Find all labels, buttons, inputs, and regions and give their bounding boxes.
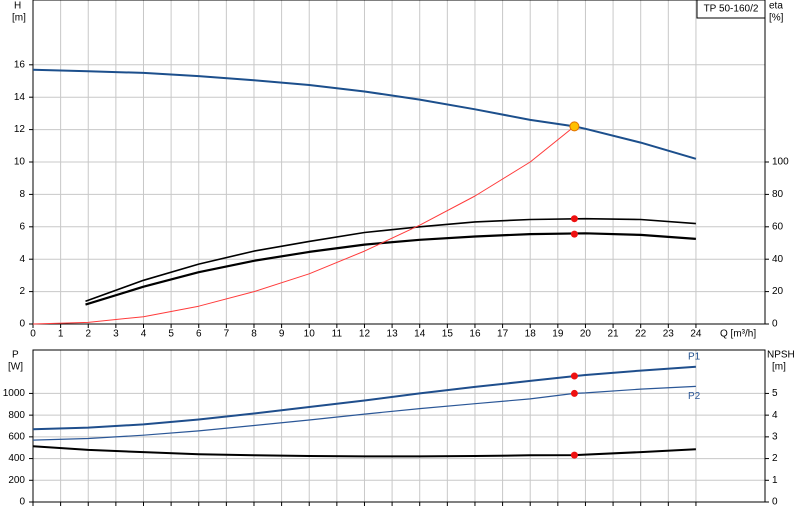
x-tick-label: 15: [442, 329, 454, 340]
chart-title: TP 50-160/2: [704, 4, 759, 15]
x-axis-label: Q [m³/h]: [720, 329, 756, 340]
y2-tick-label: 3: [772, 431, 778, 442]
duty-point: [570, 451, 578, 459]
y-tick-label: 8: [19, 189, 25, 200]
y-tick-label: 16: [14, 59, 26, 70]
duty-point: [570, 389, 578, 397]
plot-frame: [32, 0, 766, 325]
title-box: [696, 0, 766, 19]
x-tick-label: 5: [168, 329, 174, 340]
x-tick-label: 10: [304, 329, 316, 340]
x-tick-label: 1: [58, 329, 64, 340]
y-tick-label: 2: [19, 286, 25, 297]
x-tick-label: 3: [113, 329, 119, 340]
y2-tick-label: 100: [772, 157, 789, 168]
y-tick-label: 6: [19, 221, 25, 232]
x-tick-label: 20: [580, 329, 592, 340]
x-tick-label: 17: [497, 329, 509, 340]
x-tick-label: 11: [332, 329, 343, 340]
y2-tick-label: 60: [772, 221, 784, 232]
y2-tick-label: 2: [772, 453, 778, 464]
y2-axis-label: NPSH: [767, 350, 795, 361]
plot-frame: [32, 349, 766, 503]
duty-point: [570, 215, 578, 223]
y2-tick-label: 40: [772, 254, 784, 265]
series-label: P1: [688, 351, 701, 362]
y2-axis-label: eta: [769, 1, 783, 12]
y-tick-label: 0: [19, 319, 25, 330]
x-tick-label: 21: [608, 329, 620, 340]
y2-tick-label: 5: [772, 388, 778, 399]
series-line: [85, 232, 696, 306]
y2-tick-label: 0: [772, 497, 778, 508]
series-line: [32, 365, 696, 431]
series-line: [32, 68, 697, 160]
x-tick-label: 24: [690, 329, 702, 340]
series-line: [32, 385, 696, 441]
duty-point: [570, 230, 578, 238]
y-tick-label: 800: [8, 410, 25, 421]
y-tick-label: 4: [19, 254, 25, 265]
duty-point: [569, 121, 580, 132]
x-tick-label: 0: [30, 329, 36, 340]
y-tick-label: 600: [8, 431, 25, 442]
x-tick-label: 18: [525, 329, 537, 340]
y2-tick-label: 80: [772, 189, 784, 200]
y-axis-label: H: [14, 1, 21, 12]
y2-axis-unit: [%]: [769, 13, 784, 24]
plot-area: [33, 350, 765, 502]
series-line: [85, 217, 696, 303]
y-axis-unit: [m]: [12, 13, 26, 24]
series-label: P2: [688, 391, 701, 402]
y-tick-label: 1000: [3, 388, 26, 399]
x-tick-label: 8: [251, 329, 257, 340]
x-tick-label: 14: [414, 329, 426, 340]
y-tick-label: 0: [19, 497, 25, 508]
y-tick-label: 12: [14, 124, 26, 135]
x-tick-label: 19: [552, 329, 564, 340]
x-tick-label: 12: [359, 329, 371, 340]
y2-tick-label: 4: [772, 410, 778, 421]
x-tick-label: 16: [469, 329, 481, 340]
x-tick-label: 13: [387, 329, 399, 340]
x-tick-label: 7: [224, 329, 230, 340]
x-tick-label: 23: [663, 329, 675, 340]
y2-tick-label: 1: [772, 475, 778, 486]
y-tick-label: 14: [14, 92, 26, 103]
y2-axis-unit: [m]: [772, 362, 786, 373]
duty-point: [570, 372, 578, 380]
x-tick-label: 2: [85, 329, 91, 340]
y2-tick-label: 0: [772, 319, 778, 330]
series-line: [32, 126, 575, 325]
y-axis-unit: [W]: [8, 362, 23, 373]
x-tick-label: 4: [141, 329, 147, 340]
y-tick-label: 10: [14, 157, 26, 168]
y-axis-label: P: [12, 350, 19, 361]
x-tick-label: 22: [635, 329, 647, 340]
x-tick-label: 9: [279, 329, 285, 340]
y-tick-label: 400: [8, 453, 25, 464]
x-tick-label: 6: [196, 329, 202, 340]
y-tick-label: 200: [8, 475, 25, 486]
y2-tick-label: 20: [772, 286, 784, 297]
